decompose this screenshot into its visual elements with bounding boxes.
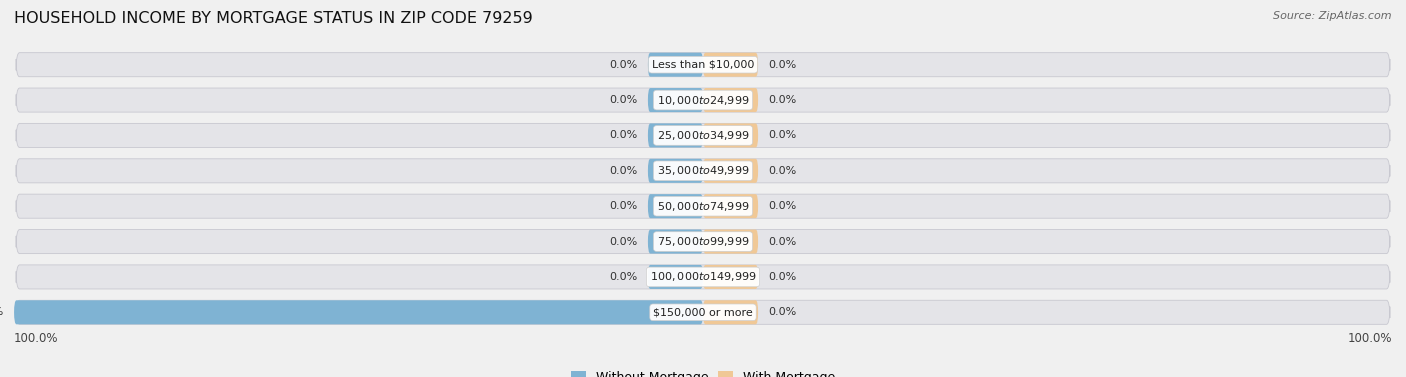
FancyBboxPatch shape	[703, 230, 758, 254]
FancyBboxPatch shape	[15, 123, 1391, 147]
FancyBboxPatch shape	[703, 194, 758, 218]
FancyBboxPatch shape	[648, 123, 703, 147]
FancyBboxPatch shape	[15, 159, 1391, 183]
Text: 0.0%: 0.0%	[769, 201, 797, 211]
Text: 0.0%: 0.0%	[769, 272, 797, 282]
FancyBboxPatch shape	[15, 300, 1391, 324]
FancyBboxPatch shape	[648, 230, 703, 254]
FancyBboxPatch shape	[15, 230, 1391, 254]
Text: Source: ZipAtlas.com: Source: ZipAtlas.com	[1274, 11, 1392, 21]
Text: $75,000 to $99,999: $75,000 to $99,999	[657, 235, 749, 248]
Text: $10,000 to $24,999: $10,000 to $24,999	[657, 93, 749, 107]
FancyBboxPatch shape	[648, 265, 703, 289]
Text: 0.0%: 0.0%	[769, 236, 797, 247]
Text: $100,000 to $149,999: $100,000 to $149,999	[650, 270, 756, 284]
Text: 0.0%: 0.0%	[609, 201, 637, 211]
Text: 0.0%: 0.0%	[609, 236, 637, 247]
FancyBboxPatch shape	[703, 53, 758, 77]
Text: 100.0%: 100.0%	[0, 307, 4, 317]
Text: $35,000 to $49,999: $35,000 to $49,999	[657, 164, 749, 177]
Text: 0.0%: 0.0%	[769, 166, 797, 176]
Text: 0.0%: 0.0%	[609, 130, 637, 141]
Text: 0.0%: 0.0%	[609, 166, 637, 176]
FancyBboxPatch shape	[703, 265, 758, 289]
Text: 100.0%: 100.0%	[14, 332, 59, 345]
Text: 0.0%: 0.0%	[609, 272, 637, 282]
FancyBboxPatch shape	[648, 53, 703, 77]
FancyBboxPatch shape	[15, 53, 1391, 77]
Text: 0.0%: 0.0%	[769, 130, 797, 141]
Text: Less than $10,000: Less than $10,000	[652, 60, 754, 70]
FancyBboxPatch shape	[15, 88, 1391, 112]
Text: $150,000 or more: $150,000 or more	[654, 307, 752, 317]
Text: 0.0%: 0.0%	[609, 60, 637, 70]
Legend: Without Mortgage, With Mortgage: Without Mortgage, With Mortgage	[565, 366, 841, 377]
Text: 0.0%: 0.0%	[609, 95, 637, 105]
Text: $25,000 to $34,999: $25,000 to $34,999	[657, 129, 749, 142]
Text: 0.0%: 0.0%	[769, 60, 797, 70]
FancyBboxPatch shape	[648, 159, 703, 183]
FancyBboxPatch shape	[15, 194, 1391, 218]
Text: $50,000 to $74,999: $50,000 to $74,999	[657, 200, 749, 213]
FancyBboxPatch shape	[703, 123, 758, 147]
FancyBboxPatch shape	[703, 159, 758, 183]
Text: 0.0%: 0.0%	[769, 307, 797, 317]
Text: HOUSEHOLD INCOME BY MORTGAGE STATUS IN ZIP CODE 79259: HOUSEHOLD INCOME BY MORTGAGE STATUS IN Z…	[14, 11, 533, 26]
FancyBboxPatch shape	[15, 265, 1391, 289]
FancyBboxPatch shape	[703, 300, 758, 324]
FancyBboxPatch shape	[703, 88, 758, 112]
FancyBboxPatch shape	[14, 300, 703, 324]
FancyBboxPatch shape	[648, 194, 703, 218]
Text: 100.0%: 100.0%	[1347, 332, 1392, 345]
Text: 0.0%: 0.0%	[769, 95, 797, 105]
FancyBboxPatch shape	[648, 88, 703, 112]
